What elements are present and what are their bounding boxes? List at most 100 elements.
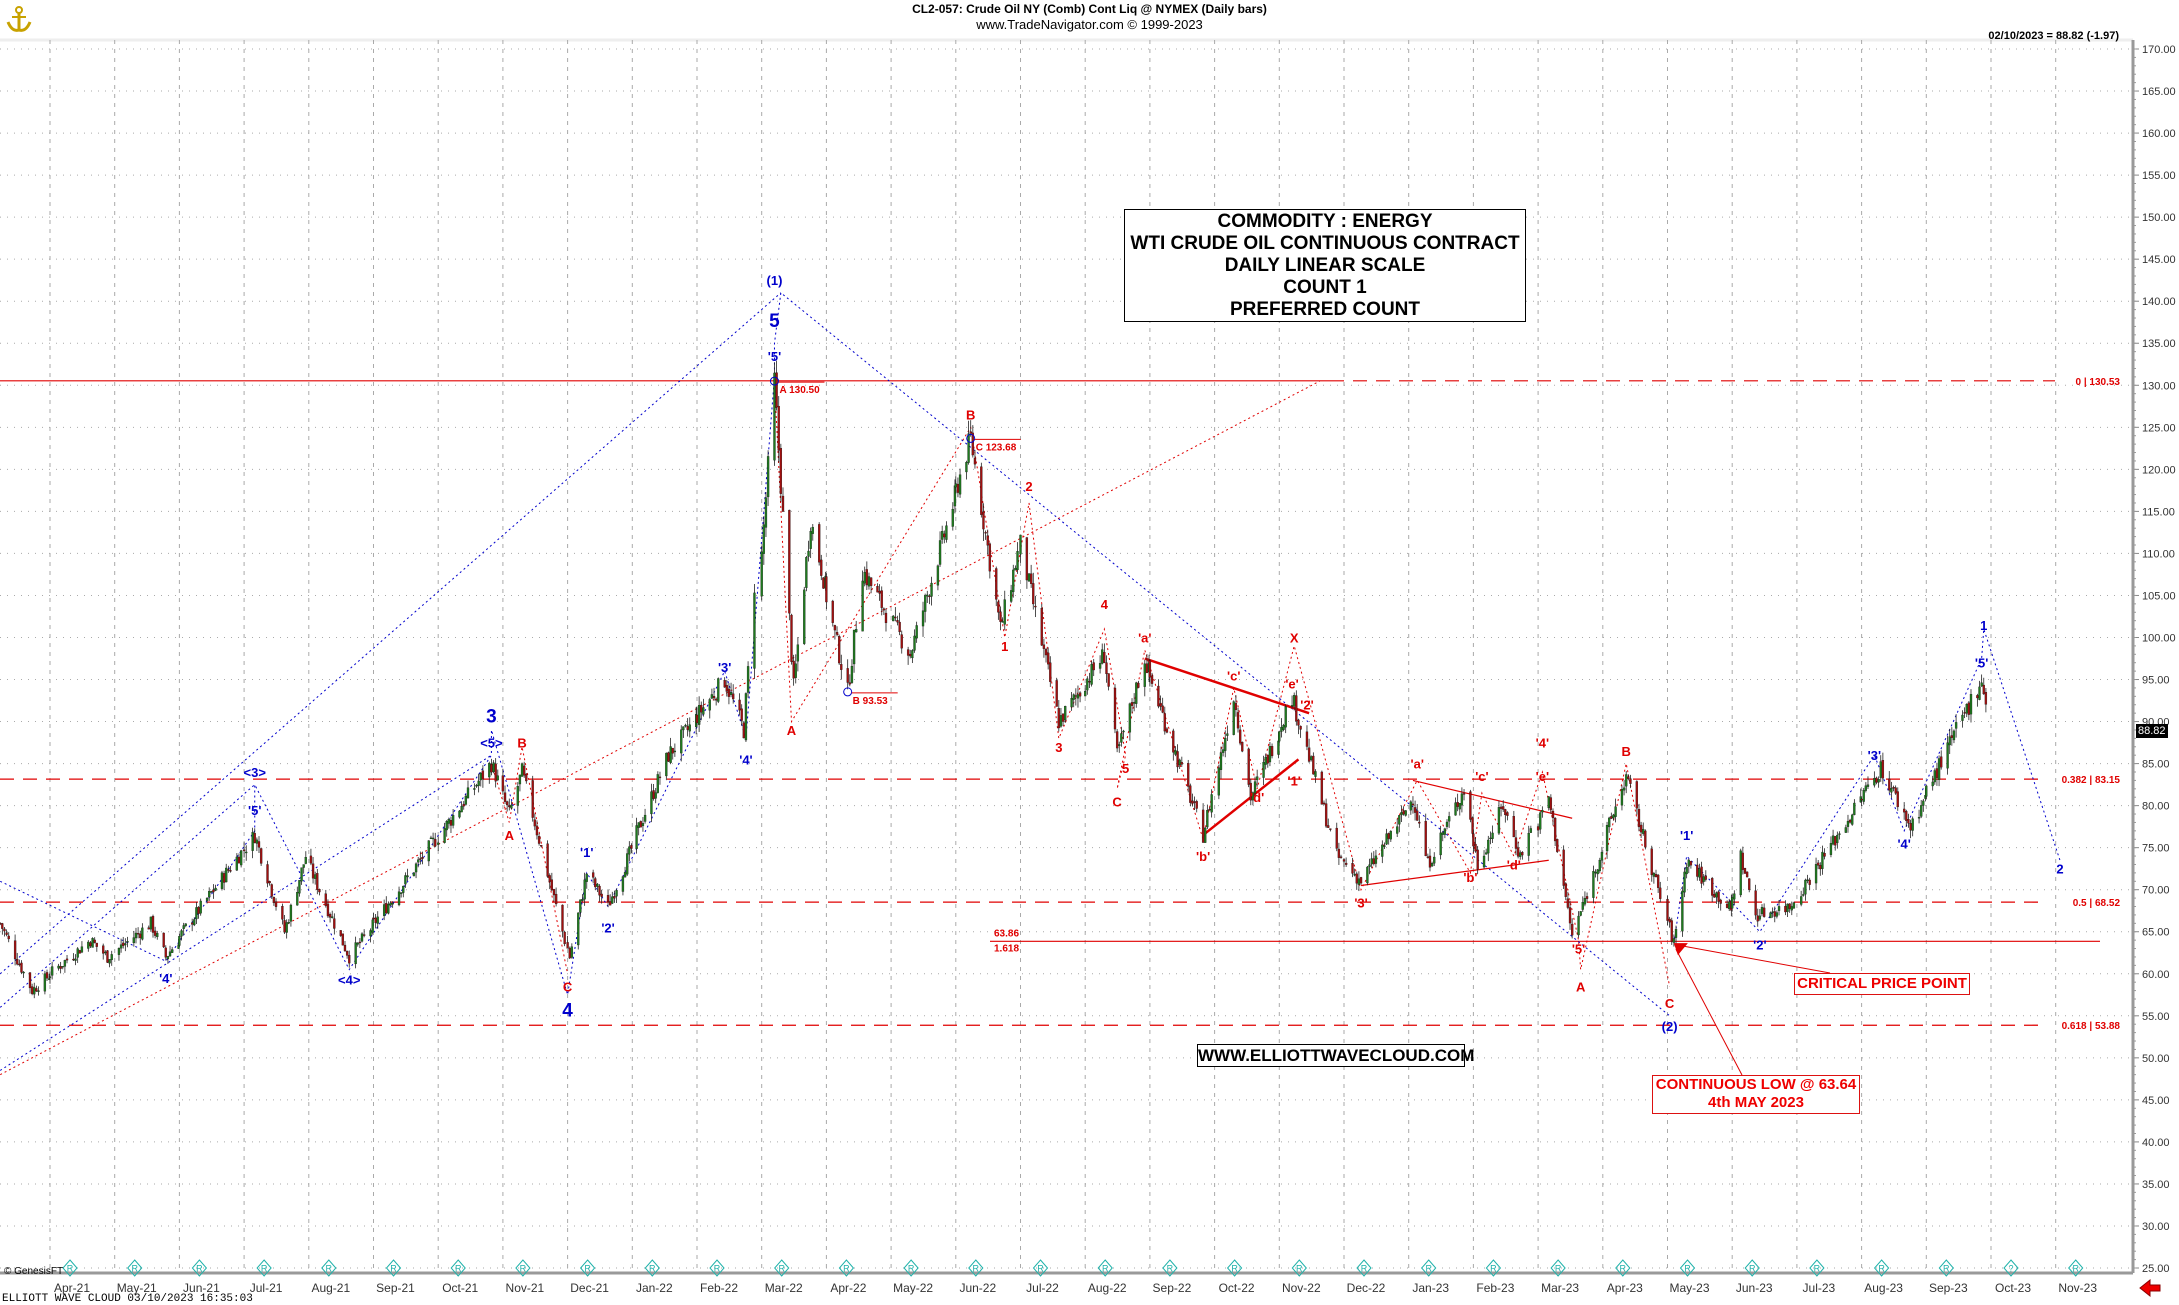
candle-down [1745,871,1749,878]
candle-down [882,608,886,611]
candle-down [1191,800,1194,804]
candle-down [1984,692,1988,705]
r-diamond-letter: R [1361,1264,1368,1274]
candle-down [1025,537,1029,581]
candle-up [429,837,433,840]
candle-up [437,842,440,845]
candle-up [520,763,524,777]
candle-up [108,959,111,964]
candle-down [1187,763,1190,787]
candle-up [930,582,933,597]
candle-down [1312,755,1315,775]
candle-down [1637,809,1641,828]
candle-up [1802,894,1805,896]
candle-up [744,693,748,741]
r-diamond-letter: R [1943,1264,1950,1274]
candle-up [22,971,25,974]
candle-down [1756,915,1759,922]
candle-up [404,875,407,885]
candle-down [1907,819,1910,824]
candle-up [1890,788,1893,793]
candle-down [988,543,992,572]
y-tick-label: 130.00 [2142,380,2176,392]
candle-up [850,665,854,683]
candle-up [1439,832,1442,856]
candle-down [16,959,19,965]
continuous-low-callout: CONTINUOUS LOW @ 63.64 4th MAY 2023 [1652,1075,1860,1114]
scroll-arrow-icon[interactable] [2139,1278,2161,1298]
candle-up [665,752,668,777]
candle-up [1253,781,1257,794]
candle-up [356,942,359,945]
candle-down [28,972,32,989]
red-wave-path [0,380,1320,1076]
r-diamond-letter: R [649,1264,656,1274]
candle-down [878,590,881,594]
candle-up [938,540,942,565]
wave-label: B [1622,744,1631,759]
info-box: COMMODITY : ENERGY WTI CRUDE OIL CONTINU… [1124,209,1526,322]
candle-down [1516,847,1520,857]
candle-down [943,533,946,538]
candle-down [122,942,125,946]
candle-down [999,611,1002,622]
r-diamond-icon [903,1259,919,1277]
candle-down [222,873,226,883]
candle-down [506,801,509,806]
plot-area [0,40,2133,1273]
candle-up [1027,573,1031,582]
candle-down [1387,833,1390,839]
candle-up [141,927,144,940]
candle-up [331,916,334,918]
candle-down [147,927,150,930]
candle-up [479,772,482,781]
candle-down [136,933,140,935]
candle-down [535,825,539,836]
r-diamond-icon [450,1259,466,1277]
r-diamond-letter: R [973,1264,980,1274]
candle-down [1159,703,1162,707]
candle-up [80,946,84,953]
candle-down [1469,791,1472,820]
candle-down [695,714,699,724]
candle-down [1172,730,1175,753]
candle-up [1961,714,1964,721]
candle-up [967,433,970,463]
r-diamond-letter: R [908,1264,915,1274]
candle-up [1001,621,1004,623]
candle-down [568,948,571,959]
candle-down [372,917,375,920]
candle-down [1982,684,1985,695]
candle-down [1808,879,1811,885]
candle-up [570,946,574,958]
candle-down [825,576,828,603]
candle-down [191,922,194,925]
candle-up [1792,902,1796,909]
candle-down [59,966,62,969]
wave-label: '5' [248,803,261,818]
r-diamond-icon [1421,1259,1437,1277]
candle-up [688,724,691,732]
y-tick-label: 30.00 [2142,1221,2170,1233]
candle-down [1629,778,1632,784]
candle-up [149,916,153,930]
r-diamond-letter: R [714,1264,721,1274]
candle-up [314,874,317,879]
wave-label: '4' [1897,836,1910,851]
candle-down [846,668,849,683]
candle-up [458,810,461,818]
candle-down [740,708,743,721]
candle-up [1224,737,1227,751]
candle-up [1120,733,1123,743]
candle-down [1905,811,1908,821]
candle-down [1137,682,1140,688]
candle-up [1064,705,1067,721]
candle-down [561,904,564,932]
candle-down [1610,816,1613,819]
candle-up [628,846,631,855]
x-tick-label: Nov-21 [506,1281,545,1295]
candle-down [1650,848,1653,875]
candle-up [1381,844,1384,857]
candle-up [954,483,957,488]
candle-up [753,592,756,669]
